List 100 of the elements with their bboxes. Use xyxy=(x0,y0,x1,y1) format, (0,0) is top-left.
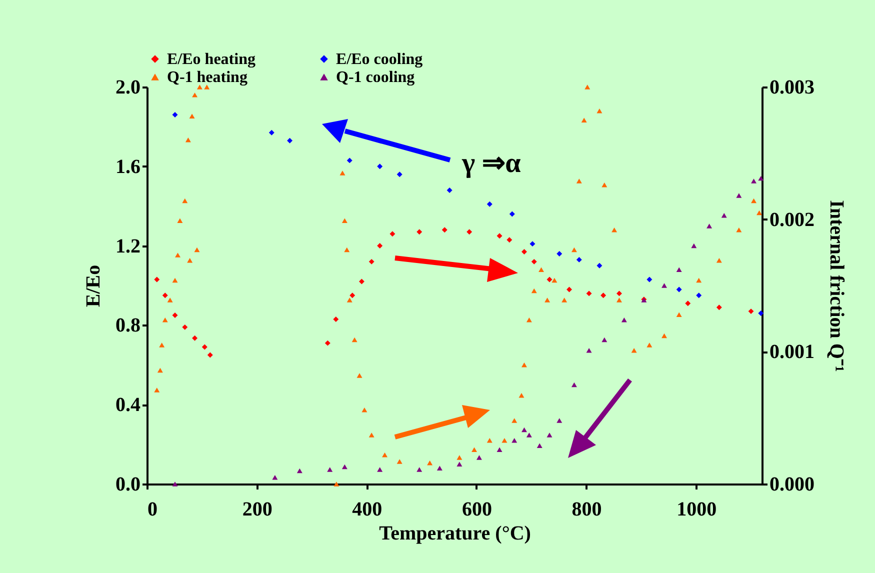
point xyxy=(192,92,198,98)
point xyxy=(506,237,512,243)
point xyxy=(327,467,333,472)
point xyxy=(377,164,383,170)
point xyxy=(716,304,722,310)
legend-label: Q-1 cooling xyxy=(336,69,415,86)
point xyxy=(466,229,472,235)
point xyxy=(346,158,352,164)
point xyxy=(576,178,582,184)
point xyxy=(512,438,518,443)
point xyxy=(172,482,178,486)
point xyxy=(287,138,293,144)
point xyxy=(172,312,178,318)
point xyxy=(159,342,165,348)
point xyxy=(175,252,180,258)
point xyxy=(586,348,592,353)
point xyxy=(207,352,213,358)
point xyxy=(456,455,462,460)
point xyxy=(352,337,358,342)
x-tick-label: 0 xyxy=(148,498,158,520)
point xyxy=(340,170,346,176)
point xyxy=(334,482,340,486)
point xyxy=(616,290,622,296)
point xyxy=(526,432,532,438)
point xyxy=(182,198,188,204)
point xyxy=(756,210,762,216)
x-tick-label: 200 xyxy=(242,498,272,520)
annotation: γ ⇒α xyxy=(461,148,522,179)
y2-tick-label: 0.002 xyxy=(770,208,814,231)
point xyxy=(571,247,577,252)
point xyxy=(531,288,537,294)
point xyxy=(456,462,462,467)
point xyxy=(631,348,637,353)
point xyxy=(691,243,697,248)
point xyxy=(662,283,667,288)
point xyxy=(350,292,356,298)
point xyxy=(189,114,195,118)
point xyxy=(556,418,562,423)
point xyxy=(546,432,552,438)
point xyxy=(758,310,764,316)
point xyxy=(342,464,348,470)
point xyxy=(571,382,577,388)
point xyxy=(646,342,652,348)
point xyxy=(676,267,682,272)
x-tick-label: 600 xyxy=(462,498,492,520)
point xyxy=(346,298,352,302)
y-tick-label: 0.8 xyxy=(116,314,140,337)
point xyxy=(416,229,422,235)
point xyxy=(446,187,452,193)
point xyxy=(296,468,302,474)
point xyxy=(356,373,362,378)
point xyxy=(526,318,532,322)
point xyxy=(546,276,552,282)
legend-label: E/Eo heating xyxy=(167,51,256,68)
x-tick-label: 400 xyxy=(352,498,382,520)
point xyxy=(344,247,350,252)
point xyxy=(676,312,682,317)
point xyxy=(522,249,527,254)
point xyxy=(436,466,442,470)
point xyxy=(154,388,160,392)
point xyxy=(512,418,518,423)
point xyxy=(522,362,527,368)
point xyxy=(685,300,691,306)
point xyxy=(612,228,618,232)
point xyxy=(268,130,274,136)
point xyxy=(696,278,702,283)
point xyxy=(758,176,764,181)
point xyxy=(576,256,582,262)
point xyxy=(172,112,178,118)
point xyxy=(616,298,622,302)
y2-tick-label: 0.000 xyxy=(770,474,814,496)
x-axis-title: Temperature (°C) xyxy=(379,522,531,544)
point xyxy=(476,455,482,460)
point xyxy=(566,286,572,292)
point xyxy=(544,298,550,302)
point xyxy=(531,258,537,264)
point xyxy=(192,335,198,341)
point xyxy=(716,258,722,263)
point xyxy=(596,262,602,268)
point xyxy=(600,292,606,298)
point xyxy=(602,337,608,342)
point xyxy=(721,212,727,218)
point xyxy=(167,298,173,302)
point xyxy=(538,267,544,272)
point xyxy=(736,193,742,198)
x-tick-label: 800 xyxy=(572,498,602,520)
point xyxy=(496,447,502,452)
y-tick-label: 0.4 xyxy=(116,394,140,416)
y2-tick-label: 0.003 xyxy=(770,76,814,98)
point xyxy=(518,392,524,398)
y-tick-label: 1.6 xyxy=(116,156,140,178)
y-tick-label: 1.2 xyxy=(116,235,140,258)
point xyxy=(187,258,193,263)
y-tick-label: 2.0 xyxy=(116,76,140,98)
point xyxy=(162,292,168,298)
point xyxy=(584,84,590,90)
point xyxy=(496,233,502,239)
point xyxy=(154,276,160,282)
point xyxy=(662,333,667,338)
point xyxy=(536,443,542,448)
